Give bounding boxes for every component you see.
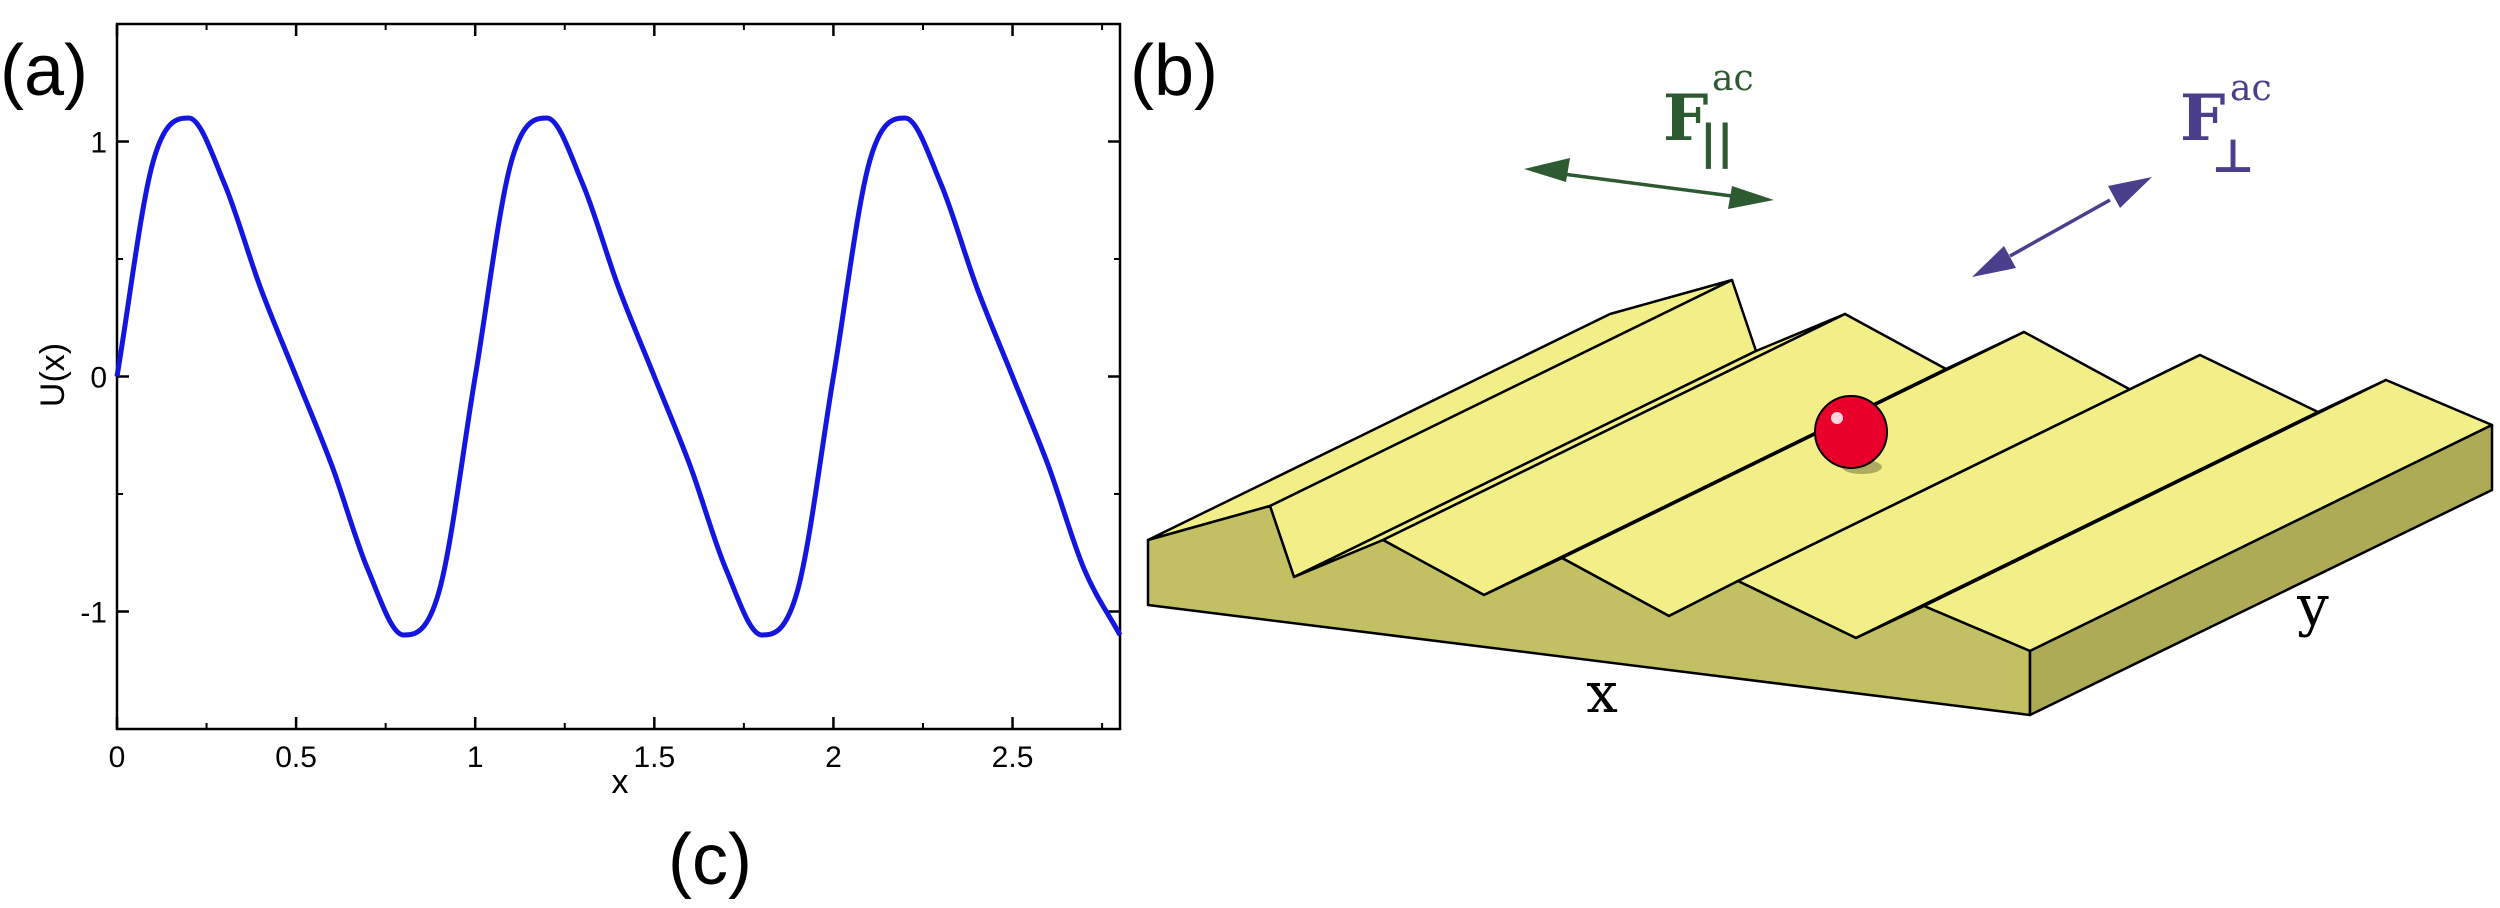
panel-label-b: (b)	[1130, 31, 1218, 111]
side-face	[2028, 423, 2494, 717]
x-tick-label: 1	[467, 741, 484, 774]
force-parallel-arrow	[1524, 158, 1774, 209]
panel-label-c: (c)	[668, 820, 752, 900]
plot-frame	[115, 22, 1122, 731]
y-tick-label: -1	[80, 597, 107, 630]
svg-text:ac: ac	[1712, 58, 1754, 99]
panel-label-a: (a)	[0, 31, 88, 111]
x-tick-label: 1.5	[633, 741, 675, 774]
force-perpendicular-arrow	[1972, 177, 2152, 277]
x-tick-label: 2	[825, 741, 842, 774]
force-parallel-label: F ac ||	[1663, 58, 1754, 170]
svg-text:F: F	[1663, 81, 1708, 156]
series-line	[114, 115, 1123, 638]
washboard-diagram: x y F ac || F ac ⊥	[1146, 58, 2494, 726]
y-tick-label: 1	[90, 127, 107, 160]
svg-text:⊥: ⊥	[2212, 129, 2254, 183]
y-tick-label: 0	[90, 362, 107, 395]
y-axis-label: U(x)	[34, 343, 72, 407]
corrugated-surface	[1146, 278, 2494, 653]
x-direction-label: x	[1586, 661, 1618, 726]
x-ticks: 0 0.5 1 1.5 2 2.5	[109, 24, 1104, 774]
x-axis-label: x	[612, 763, 629, 801]
svg-text:||: ||	[1700, 115, 1734, 170]
y-direction-label: y	[2296, 574, 2329, 639]
force-perpendicular-label: F ac ⊥	[2180, 68, 2272, 183]
y-ticks: -1 0 1	[80, 23, 1120, 730]
x-tick-label: 2.5	[992, 741, 1034, 774]
particle	[1814, 395, 1888, 469]
x-tick-label: 0.5	[275, 741, 317, 774]
potential-chart: 0 0.5 1 1.5 2 2.5 -1 0 1 x U(x)	[34, 22, 1123, 801]
svg-text:ac: ac	[2230, 68, 2272, 109]
svg-text:F: F	[2180, 81, 2225, 156]
x-tick-label: 0	[109, 741, 126, 774]
